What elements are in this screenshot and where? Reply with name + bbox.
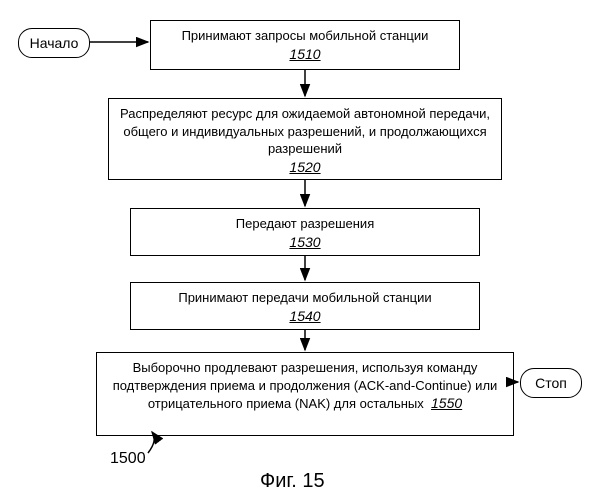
step-1530-id: 1530 bbox=[289, 234, 320, 250]
step-1540: Принимают передачи мобильной станции 154… bbox=[130, 282, 480, 330]
pointer-label: 1500 bbox=[110, 450, 146, 468]
step-1510: Принимают запросы мобильной станции 1510 bbox=[150, 20, 460, 70]
step-1550-id: 1550 bbox=[431, 395, 462, 411]
step-1530-text: Передают разрешения bbox=[236, 216, 374, 231]
step-1520-text: Распределяют ресурс для ожидаемой автоно… bbox=[120, 106, 490, 156]
step-1520: Распределяют ресурс для ожидаемой автоно… bbox=[108, 98, 502, 180]
figure-caption: Фиг. 15 bbox=[260, 470, 325, 493]
step-1510-id: 1510 bbox=[289, 46, 320, 62]
terminal-stop: Стоп bbox=[520, 368, 582, 398]
flowchart-canvas: Начало Стоп Принимают запросы мобильной … bbox=[0, 0, 606, 500]
terminal-stop-label: Стоп bbox=[535, 375, 567, 392]
step-1510-text: Принимают запросы мобильной станции bbox=[182, 28, 429, 43]
terminal-start: Начало bbox=[18, 28, 90, 58]
step-1540-text: Принимают передачи мобильной станции bbox=[178, 290, 431, 305]
step-1530: Передают разрешения 1530 bbox=[130, 208, 480, 256]
step-1550: Выборочно продлевают разрешения, использ… bbox=[96, 352, 514, 436]
step-1520-id: 1520 bbox=[289, 159, 320, 175]
terminal-start-label: Начало bbox=[30, 35, 79, 52]
step-1540-id: 1540 bbox=[289, 308, 320, 324]
